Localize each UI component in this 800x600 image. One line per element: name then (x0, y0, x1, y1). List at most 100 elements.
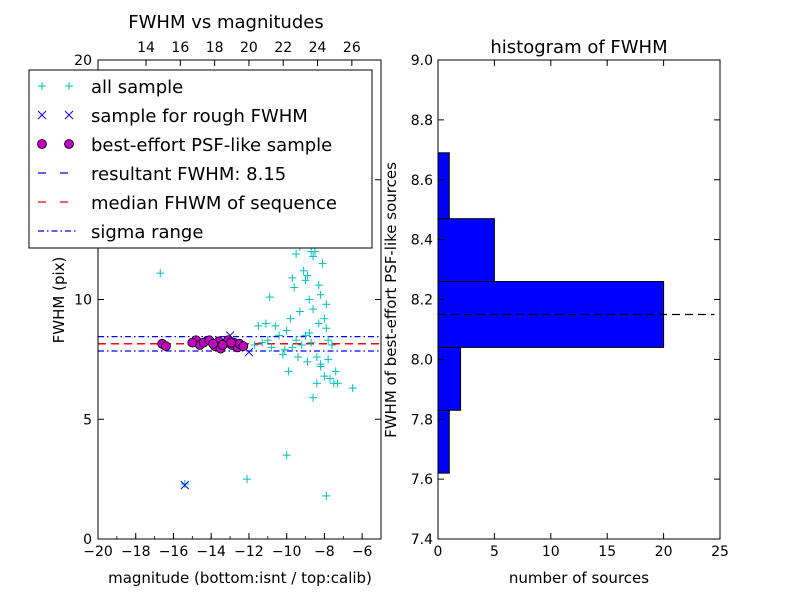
series-0-point-7 (250, 341, 259, 350)
histogram-y-tick-label-3: 8.0 (411, 352, 433, 368)
legend-label-all-sample: all sample (91, 77, 183, 98)
legend-markers (37, 82, 76, 232)
histogram-y-tick-label-1: 7.6 (411, 472, 433, 488)
histogram-x-tick-label-5: 25 (711, 544, 729, 560)
scatter-x-tick-label-1: −18 (121, 544, 151, 560)
legend-label-rough-sample: sample for rough FWHM (91, 106, 308, 127)
scatter-x-tick-label-0: −20 (83, 544, 113, 560)
scatter-x-axis-label: magnitude (bottom:isnt / top:calib) (108, 569, 372, 587)
series-2-point-1 (161, 341, 171, 352)
series-0-point-61 (309, 252, 318, 261)
series-0-point-10 (271, 321, 280, 330)
series-0-point-0 (156, 269, 165, 278)
scatter-y-tick-label-2: 10 (74, 293, 92, 309)
scatter-x-tick-label-6: −8 (314, 544, 335, 560)
legend-label-psf-sample: best-effort PSF-like sample (91, 135, 332, 156)
series-0-point-27 (303, 357, 312, 366)
series-0-point-71 (292, 249, 301, 258)
series-0-point-63 (303, 271, 312, 280)
scatter-x-tick-label-2: −16 (159, 544, 189, 560)
legend-label-sigma-range: sigma range (91, 222, 203, 243)
scatter-y-tick-label-0: 0 (83, 532, 92, 548)
series-0-point-39 (326, 374, 335, 383)
series-2-point-18 (226, 337, 236, 348)
series-0-point-2 (243, 475, 252, 484)
legend-marker-1-b1 (64, 110, 74, 120)
series-0-point-1 (180, 479, 189, 488)
histogram-x-tick-label-1: 5 (490, 544, 499, 560)
histogram-y-tick-label-6: 8.6 (411, 173, 433, 189)
series-1-point-0-b (180, 480, 190, 490)
scatter-top-tick-label-0: 14 (137, 40, 155, 56)
series-0-point-40 (327, 341, 336, 350)
series-0-point-76 (316, 360, 325, 369)
scatter-y-tick-label-4: 20 (74, 53, 92, 69)
series-0-point-12 (261, 319, 270, 328)
series-0-point-6 (267, 343, 276, 352)
series-0-point-67 (309, 305, 318, 314)
series-0-point-15 (280, 345, 289, 354)
scatter-x-tick-label-5: −10 (272, 544, 302, 560)
series-0-point-5 (348, 384, 357, 393)
series-0-point-66 (314, 281, 323, 290)
histogram-title: histogram of FWHM (490, 37, 667, 58)
scatter-top-tick-label-1: 16 (171, 40, 189, 56)
scatter-x-tick-label-3: −14 (196, 544, 226, 560)
series-0-point-43 (333, 379, 342, 388)
series-0-point-20 (290, 283, 299, 292)
legend-box (28, 69, 373, 249)
series-0-point-28 (305, 295, 314, 304)
scatter-panel: FWHM vs magnitudes −20 −18 −16 −14 −12 −10 −8−… (28, 12, 382, 587)
series-0-point-37 (322, 300, 331, 309)
series-0-point-4 (322, 491, 331, 500)
histogram-x-tick-label-0: 0 (434, 544, 443, 560)
histogram-y-tick-label-4: 8.2 (411, 293, 433, 309)
series-0-point-59 (307, 247, 316, 256)
histogram-y-tick-label-8: 9.0 (411, 53, 433, 69)
series-0-point-14 (278, 350, 287, 359)
series-0-point-25 (299, 266, 308, 275)
series-0-point-19 (288, 343, 297, 352)
series-0-point-35 (318, 259, 327, 268)
scatter-legend: all sample sample for rough FWHM best-ef… (28, 69, 373, 249)
series-0-point-17 (284, 367, 293, 376)
legend-label-median-fwhm: median FHWM of sequence (91, 193, 337, 214)
histogram-panel: histogram of FWHM 0 5 10 15 20 25 7.4 7.6 7.8 8.0… (382, 37, 729, 587)
series-0-point-36 (320, 372, 329, 381)
series-0-point-21 (292, 336, 301, 345)
scatter-x-tick-label-4: −12 (234, 544, 264, 560)
scatter-top-tick-label-3: 20 (240, 40, 258, 56)
scatter-ticks: −20 −18 −16 −14 −12 −10 −8 −6 14 16 18 20 22 24 26 0 5 10… (74, 40, 382, 560)
series-0-point-69 (322, 324, 331, 333)
legend-marker-2-dot0 (37, 139, 47, 149)
series-0-point-77 (305, 329, 314, 338)
histogram-x-tick-label-4: 20 (655, 544, 673, 560)
histogram-x-tick-label-2: 10 (542, 544, 560, 560)
series-2-point-19 (217, 340, 228, 350)
series-0-point-3 (282, 451, 291, 460)
histogram-y-tick-label-0: 7.4 (411, 532, 433, 548)
legend-marker-1-b0 (37, 110, 47, 120)
scatter-title: FWHM vs magnitudes (128, 12, 323, 33)
series-0-point-33 (314, 319, 323, 328)
histogram-bar-1 (437, 346, 462, 411)
scatter-top-tick-label-6: 26 (343, 40, 361, 56)
histogram-ticks: 0 5 10 15 20 25 7.4 7.6 7.8 8.0 8.2 8.4 8.6 8.8 9.0 (411, 53, 729, 560)
series-0-point-42 (331, 367, 340, 376)
histogram-y-tick-label-5: 8.4 (411, 233, 433, 249)
series-0-point-9 (263, 336, 272, 345)
series-2-point-16 (187, 337, 198, 348)
series-1-point-0 (180, 480, 190, 490)
histogram-y-tick-label-7: 8.8 (411, 113, 433, 129)
series-0-point-79 (265, 293, 274, 302)
legend-label-resultant-fwhm: resultant FWHM: 8.15 (91, 164, 286, 185)
scatter-y-tick-label-1: 5 (83, 412, 92, 428)
legend-marker-2-dot1 (64, 139, 74, 149)
series-0-point-78 (324, 336, 333, 345)
series-0-point-8 (258, 338, 267, 347)
series-0-point-18 (286, 314, 295, 323)
series-0-point-68 (320, 314, 329, 323)
scatter-top-tick-label-4: 22 (274, 40, 292, 56)
series-0-point-29 (307, 338, 316, 347)
